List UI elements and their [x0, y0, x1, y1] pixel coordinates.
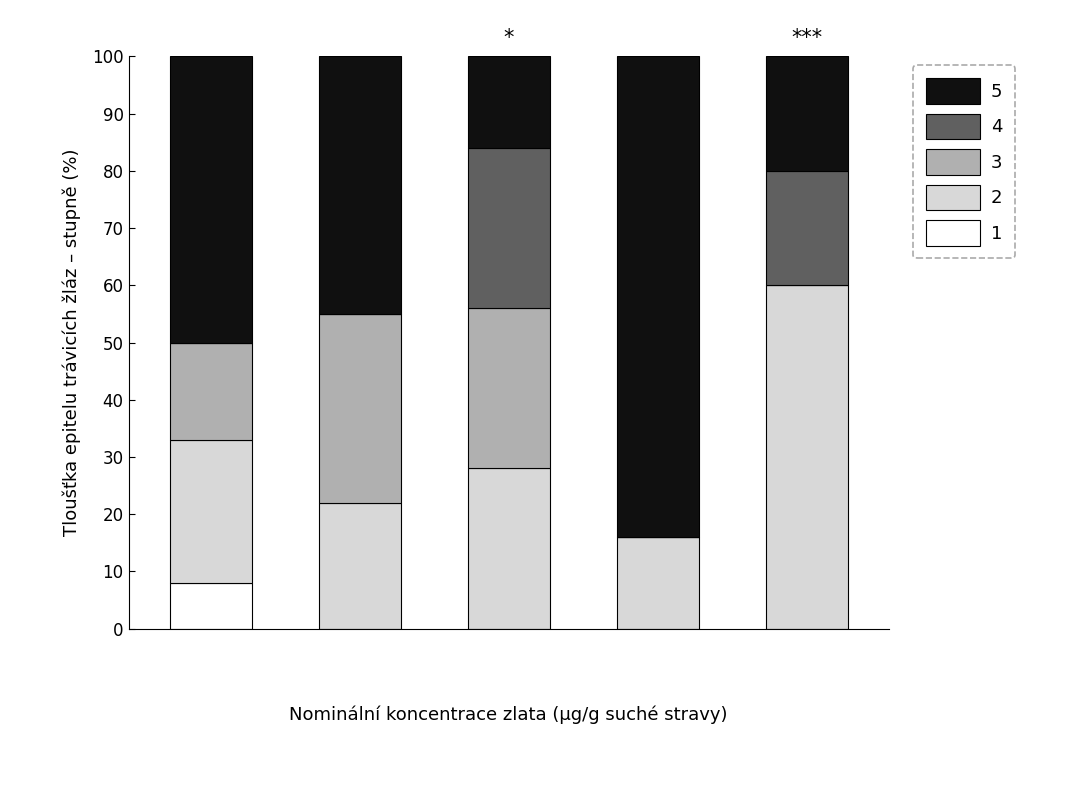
- Bar: [169, 583, 252, 629]
- Bar: [319, 56, 401, 314]
- Bar: [169, 440, 252, 583]
- Text: ***: ***: [791, 28, 823, 48]
- Bar: [169, 56, 252, 343]
- Text: *: *: [503, 28, 514, 48]
- Bar: [766, 56, 848, 171]
- Legend: 5, 4, 3, 2, 1: 5, 4, 3, 2, 1: [914, 65, 1015, 258]
- Bar: [468, 56, 549, 148]
- Bar: [169, 343, 252, 440]
- Bar: [468, 308, 549, 468]
- Bar: [766, 171, 848, 285]
- Bar: [617, 537, 699, 629]
- X-axis label: Nominální koncentrace zlata (μg/g suché stravy): Nominální koncentrace zlata (μg/g suché …: [289, 706, 728, 725]
- Bar: [766, 285, 848, 629]
- Bar: [319, 503, 401, 629]
- Bar: [468, 148, 549, 308]
- Y-axis label: Tloušťka epitelu trávicích žláz – stupně (%): Tloušťka epitelu trávicích žláz – stupně…: [62, 149, 81, 536]
- Bar: [617, 56, 699, 537]
- Bar: [319, 314, 401, 503]
- Bar: [468, 468, 549, 629]
